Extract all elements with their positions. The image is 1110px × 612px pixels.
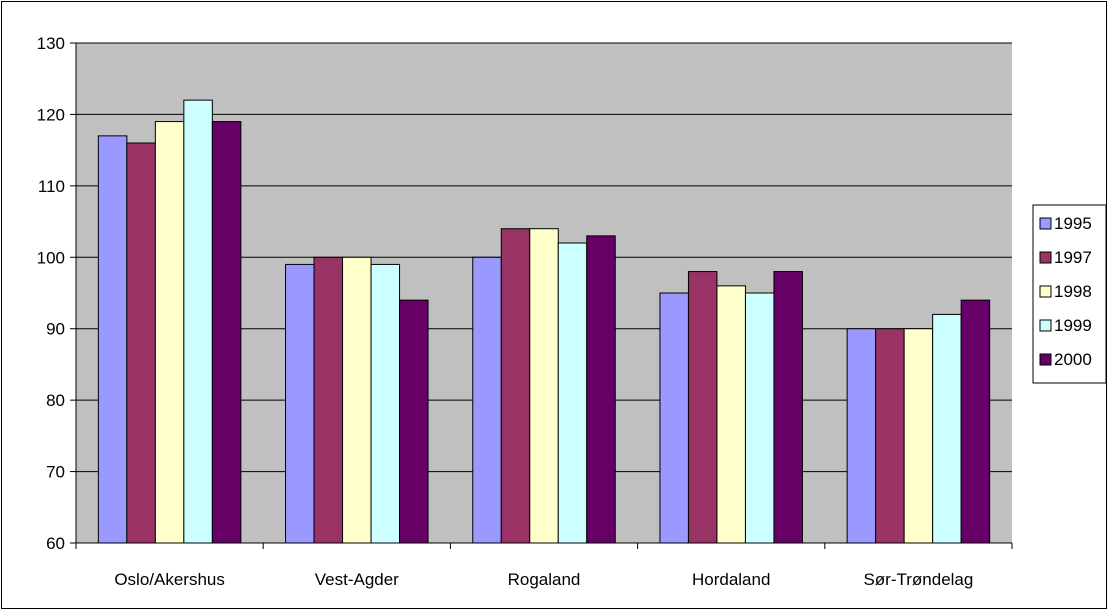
legend-swatch-1995 xyxy=(1039,217,1052,230)
bar-1997-2 xyxy=(500,228,531,544)
y-tick-label: 70 xyxy=(46,463,65,482)
bar-1995-1 xyxy=(285,263,315,544)
bar-1995-2 xyxy=(472,256,502,544)
bar-1995-3 xyxy=(659,292,689,544)
bar-1999-0 xyxy=(183,99,213,544)
x-tick-label: Rogaland xyxy=(508,570,581,589)
x-tick-label: Vest-Agder xyxy=(315,570,399,589)
bar-1998-2 xyxy=(529,228,559,544)
bar-1999-4 xyxy=(932,313,962,544)
legend-swatch-1997 xyxy=(1039,251,1052,264)
y-tick-label: 80 xyxy=(46,391,65,410)
bar-2000-1 xyxy=(399,299,429,544)
bar-1995-0 xyxy=(97,135,128,544)
y-tick-label: 90 xyxy=(46,320,65,339)
bar-1997-0 xyxy=(126,142,156,544)
y-tick-label: 60 xyxy=(46,534,65,553)
bar-1995-4 xyxy=(846,328,877,544)
y-tick-label: 110 xyxy=(38,177,65,196)
x-tick-label: Hordaland xyxy=(692,570,770,589)
legend-label: 1997 xyxy=(1054,248,1092,267)
legend-label: 2000 xyxy=(1054,350,1092,369)
legend-label: 1999 xyxy=(1054,316,1092,335)
y-tick-labels: 60 70 80 90 100 110 120 130 xyxy=(37,34,65,553)
bar-2000-2 xyxy=(586,235,616,544)
x-tick-label: Oslo/Akershus xyxy=(114,570,225,589)
legend-swatch-1999 xyxy=(1039,319,1052,332)
legend: 1995 1997 1998 1999 2000 xyxy=(1032,204,1107,384)
bar-1998-1 xyxy=(342,256,372,544)
x-tick-label: Sør-Trøndelag xyxy=(863,570,973,589)
legend-label: 1998 xyxy=(1054,282,1092,301)
bar-1998-0 xyxy=(154,121,185,544)
legend-swatch-1998 xyxy=(1039,285,1052,298)
bar-1999-2 xyxy=(557,242,588,544)
legend-swatch-2000 xyxy=(1039,353,1052,366)
bar-1999-3 xyxy=(744,292,775,544)
bar-1997-3 xyxy=(687,271,718,544)
legend-label: 1995 xyxy=(1054,214,1092,233)
y-tick-label: 120 xyxy=(37,105,65,124)
bar-2000-4 xyxy=(960,299,991,544)
bar-2000-3 xyxy=(773,271,803,544)
x-tick-labels: Oslo/Akershus Vest-Agder Rogaland Hordaland… xyxy=(114,570,973,589)
bar-2000-0 xyxy=(211,121,242,544)
y-tick-label: 100 xyxy=(37,248,65,267)
bar-1998-4 xyxy=(903,328,934,544)
bar-1998-3 xyxy=(716,285,746,544)
bar-1997-1 xyxy=(313,256,344,544)
axes xyxy=(70,42,1013,549)
bar-1997-4 xyxy=(875,328,905,544)
y-tick-label: 130 xyxy=(37,34,65,53)
bar-1999-1 xyxy=(370,263,401,544)
